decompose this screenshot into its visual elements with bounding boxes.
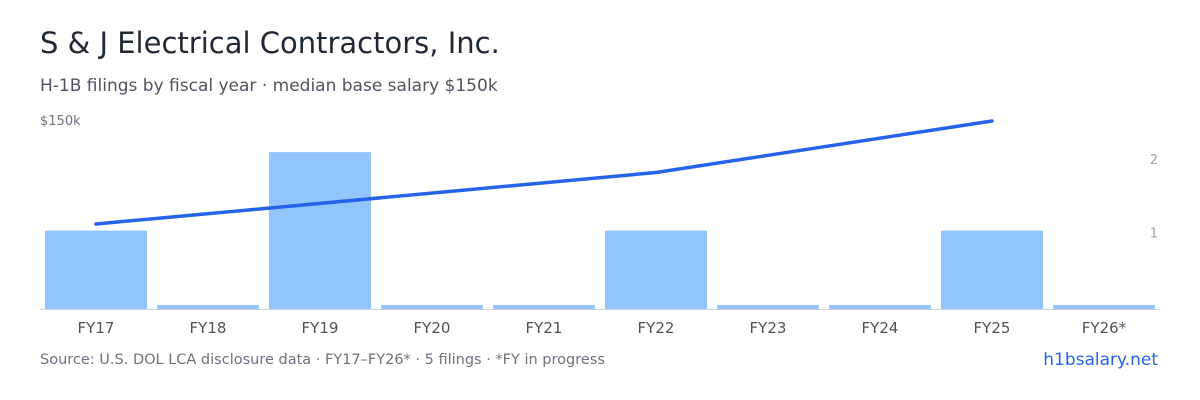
right-axis-tick-label: 2 [1150, 153, 1158, 168]
salary-line [94, 119, 994, 226]
x-tick-label: FY25 [974, 319, 1011, 337]
bar-fy22 [605, 230, 707, 309]
x-tick-label: FY23 [750, 319, 787, 337]
bar-fy21 [493, 305, 595, 309]
bar-fy25 [941, 230, 1043, 309]
chart-title: S & J Electrical Contractors, Inc. [40, 26, 500, 60]
brand-link[interactable]: h1bsalary.net [1043, 350, 1158, 370]
bar-fy26 [1053, 305, 1155, 309]
x-tick-label: FY21 [526, 319, 563, 337]
x-tick-label: FY19 [302, 319, 339, 337]
x-tick-label: FY18 [190, 319, 227, 337]
bar-fy24 [829, 305, 931, 309]
bar-fy19 [269, 152, 371, 309]
bar-fy23 [717, 305, 819, 309]
bar-fy18 [157, 305, 259, 309]
chart-subtitle: H-1B filings by fiscal year · median bas… [40, 76, 498, 96]
source-note: Source: U.S. DOL LCA disclosure data · F… [40, 352, 605, 368]
x-tick-label: FY22 [638, 319, 675, 337]
right-axis-tick-label: 1 [1150, 227, 1158, 242]
left-axis-tick-label: $150k [40, 114, 81, 129]
x-tick-label: FY20 [414, 319, 451, 337]
x-tick-label: FY26* [1082, 319, 1127, 337]
bar-fy20 [381, 305, 483, 309]
x-tick-label: FY17 [78, 319, 115, 337]
x-tick-label: FY24 [862, 319, 899, 337]
bar-fy17 [45, 230, 147, 309]
